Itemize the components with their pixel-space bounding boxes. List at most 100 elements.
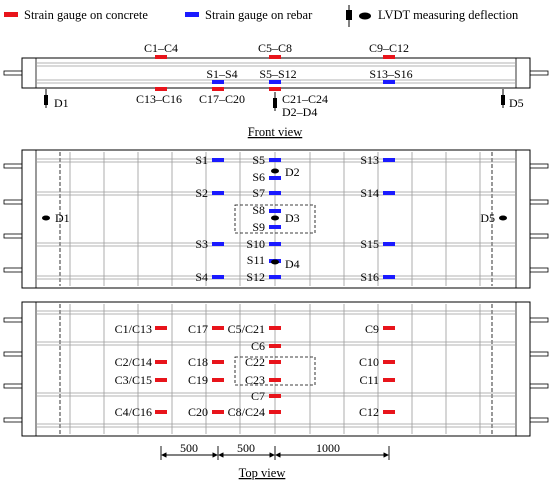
rebar-gauge-s12 <box>269 275 281 279</box>
label-c4-c16: C4/C16 <box>115 405 152 419</box>
label-c8-c24: C8/C24 <box>228 405 265 419</box>
rebar-gauge-s7 <box>269 191 281 195</box>
label-c10: C10 <box>359 355 379 369</box>
rebar-gauge-s16 <box>383 275 395 279</box>
label-s1: S1 <box>195 153 208 167</box>
label-c17-c20: C17–C20 <box>199 92 245 106</box>
rebar-gauge-s10 <box>269 242 281 246</box>
lvdt-d5-marker <box>499 215 507 221</box>
label-c1-c4: C1–C4 <box>144 41 178 55</box>
concrete-gauge-c5-c8 <box>269 55 281 59</box>
front-view-title: Front view <box>248 125 303 139</box>
label-s13-s16: S13–S16 <box>369 67 412 81</box>
concrete-gauge-c21-c24 <box>269 87 281 91</box>
concrete-gauge-c10 <box>383 360 395 364</box>
label-c18: C18 <box>188 355 208 369</box>
label-s15: S15 <box>360 237 379 251</box>
label-c13-c16: C13–C16 <box>136 92 182 106</box>
rebar-gauge-s3 <box>212 242 224 246</box>
rebar-gauge-s1-s4 <box>212 80 224 84</box>
label-c19: C19 <box>188 373 208 387</box>
label-d4: D4 <box>285 257 300 271</box>
label-s12: S12 <box>246 270 265 284</box>
label-d5: D5 <box>480 211 495 225</box>
concrete-gauge-c5-c21 <box>269 326 281 330</box>
rebar-gauge-s4 <box>212 275 224 279</box>
concrete-gauge-c4-c16 <box>155 410 167 414</box>
rebar-gauge-s5 <box>269 158 281 162</box>
label-s16: S16 <box>360 270 379 284</box>
dimension-line <box>160 446 390 460</box>
label-c9-c12: C9–C12 <box>369 41 409 55</box>
concrete-gauge-c7 <box>269 394 281 398</box>
dimension-500-middle: 500 <box>237 441 255 455</box>
concrete-gauge-c18 <box>212 360 224 364</box>
rebar-gauge-legend-label: Strain gauge on rebar <box>205 8 313 22</box>
label-c2-c14: C2/C14 <box>115 355 152 369</box>
lvdt-d5-icon <box>501 89 505 108</box>
concrete-gauge-legend-swatch <box>4 12 18 17</box>
concrete-gauge-c12 <box>383 410 395 414</box>
label-c11: C11 <box>359 373 379 387</box>
label-d2-d4: D2–D4 <box>282 105 317 119</box>
rebar-gauge-s13-s16 <box>383 80 395 84</box>
label-c1-c13: C1/C13 <box>115 322 152 336</box>
label-s5-s12: S5–S12 <box>259 67 296 81</box>
label-s2: S2 <box>195 186 208 200</box>
label-c12: C12 <box>359 405 379 419</box>
legend: Strain gauge on concrete Strain gauge on… <box>4 5 519 27</box>
label-s1-s4: S1–S4 <box>206 67 237 81</box>
label-c6: C6 <box>251 339 265 353</box>
label-d1: D1 <box>55 211 70 225</box>
label-d1: D1 <box>54 96 69 110</box>
label-c7: C7 <box>251 389 265 403</box>
lvdt-d2-marker <box>271 168 279 174</box>
label-s7: S7 <box>252 186 265 200</box>
lvdt-d3-marker <box>271 215 279 221</box>
label-c9: C9 <box>365 322 379 336</box>
concrete-gauge-c6 <box>269 344 281 348</box>
concrete-gauge-c22 <box>269 360 281 364</box>
rebar-gauge-legend-swatch <box>185 12 199 17</box>
lvdt-legend-label: LVDT measuring deflection <box>378 8 519 22</box>
label-c20: C20 <box>188 405 208 419</box>
concrete-gauge-c17 <box>212 326 224 330</box>
dimension-1000: 1000 <box>316 441 340 455</box>
front-view: C1–C4 C5–C8 C9–C12 S1–S4 S5–S12 S13–S16 … <box>3 41 549 139</box>
concrete-gauge-c3-c15 <box>155 378 167 382</box>
rebar-gauge-s9 <box>269 225 281 229</box>
rebar-gauge-s8 <box>269 209 281 213</box>
lvdt-d2-d4-icon <box>273 92 277 111</box>
label-s5: S5 <box>252 153 265 167</box>
concrete-gauge-c8-c24 <box>269 410 281 414</box>
concrete-gauge-c9 <box>383 326 395 330</box>
concrete-gauge-c23 <box>269 378 281 382</box>
concrete-gauge-c1-c13 <box>155 326 167 330</box>
label-s9: S9 <box>252 220 265 234</box>
concrete-gauge-c20 <box>212 410 224 414</box>
concrete-gauge-c13-c16 <box>155 87 167 91</box>
label-c23: C23 <box>245 373 265 387</box>
dimension-500-left: 500 <box>180 441 198 455</box>
label-c3-c15: C3/C15 <box>115 373 152 387</box>
rebar-gauge-s14 <box>383 191 395 195</box>
label-d2: D2 <box>285 165 300 179</box>
top-view-concrete-panel: C1/C13 C2/C14 C3/C15 C4/C16 C17 C18 C19 … <box>3 301 549 480</box>
concrete-gauge-c17-c20 <box>212 87 224 91</box>
label-c17: C17 <box>188 322 208 336</box>
rebar-gauge-s2 <box>212 191 224 195</box>
concrete-gauge-c9-c12 <box>383 55 395 59</box>
concrete-gauge-legend-label: Strain gauge on concrete <box>24 8 148 22</box>
label-c22: C22 <box>245 355 265 369</box>
label-s6: S6 <box>252 170 265 184</box>
concrete-gauge-c11 <box>383 378 395 382</box>
label-s11: S11 <box>247 253 265 267</box>
top-view-concrete-beam <box>3 301 549 437</box>
label-c5-c8: C5–C8 <box>258 41 292 55</box>
label-c5-c21: C5/C21 <box>228 322 265 336</box>
rebar-gauge-s1 <box>212 158 224 162</box>
label-s8: S8 <box>252 203 265 217</box>
lvdt-d1-marker <box>42 215 50 221</box>
concrete-gauge-c1-c4 <box>155 55 167 59</box>
